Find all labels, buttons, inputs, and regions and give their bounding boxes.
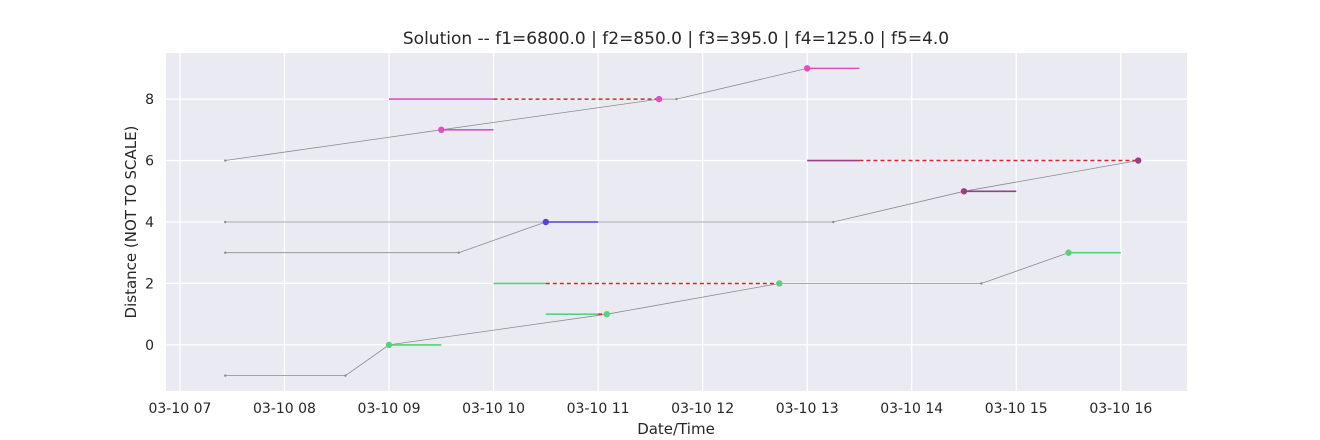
route-vertex <box>224 220 227 224</box>
chart-title: Solution -- f1=6800.0 | f2=850.0 | f3=39… <box>403 29 949 49</box>
arrival-point <box>960 188 968 195</box>
y-tick-label: 4 <box>145 215 154 231</box>
x-tick-label: 03-10 11 <box>567 401 630 417</box>
x-tick-labels: 03-10 07 03-10 08 03-10 09 03-10 10 03-10 11… <box>148 401 1152 417</box>
x-tick-label: 03-10 09 <box>358 401 421 417</box>
x-tick-label: 03-10 14 <box>880 401 943 417</box>
arrival-point <box>385 341 393 349</box>
arrival-points <box>385 65 1142 349</box>
x-tick-label: 03-10 10 <box>462 401 525 417</box>
x-tick-label: 03-10 16 <box>1089 401 1152 417</box>
y-tick-label: 0 <box>145 338 154 354</box>
route-vertex <box>457 251 460 254</box>
y-axis-title: Distance (NOT TO SCALE) <box>122 126 140 319</box>
x-tick-label: 03-10 07 <box>148 401 211 417</box>
arrival-point <box>803 65 811 72</box>
y-tick-label: 8 <box>145 92 154 108</box>
y-tick-label: 2 <box>145 276 154 292</box>
x-tick-label: 03-10 15 <box>985 401 1048 417</box>
route-line <box>225 160 1139 223</box>
y-tick-labels: 0 2 4 6 8 <box>145 92 154 354</box>
x-tick-label: 03-10 08 <box>253 401 316 417</box>
time-windows <box>389 67 1139 346</box>
x-tick-label: 03-10 12 <box>671 401 734 417</box>
route-vertex <box>344 374 347 377</box>
arrival-point <box>1135 157 1142 164</box>
route-vertex <box>224 251 227 254</box>
arrival-point <box>603 310 611 318</box>
y-tick-label: 6 <box>145 154 154 170</box>
route-vertex <box>224 159 227 162</box>
x-tick-label: 03-10 13 <box>776 401 839 417</box>
arrival-point <box>776 280 783 287</box>
route-vertex <box>832 220 835 224</box>
arrival-point <box>1065 249 1072 256</box>
route-vertex <box>980 282 983 285</box>
arrival-point <box>438 126 445 134</box>
route-vertex <box>675 97 678 101</box>
x-axis-title: Date/Time <box>637 420 715 438</box>
arrival-point <box>655 95 663 103</box>
arrival-point <box>542 218 550 226</box>
route-vertex <box>224 374 227 377</box>
